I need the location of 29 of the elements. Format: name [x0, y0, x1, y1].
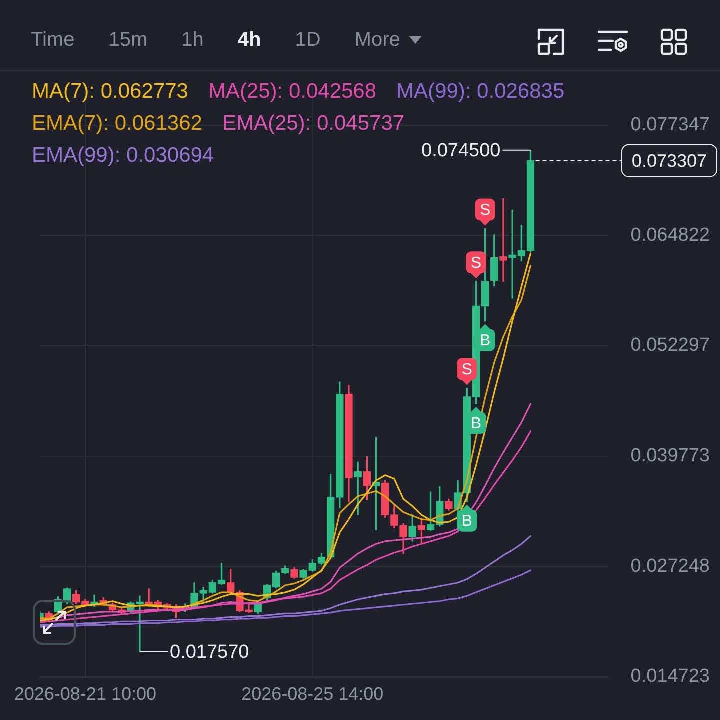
y-tick-label: 0.077347 — [630, 114, 710, 136]
annotation: 0.074500 — [422, 140, 501, 162]
x-tick-label: 2026-08-21 10:00 — [14, 684, 157, 704]
annotation: B — [470, 415, 482, 432]
annotation: B — [462, 513, 472, 530]
y-tick-label: 0.039773 — [630, 445, 710, 466]
annotation: 0.017570 — [170, 642, 250, 664]
ref-line-label: 0.073307 — [632, 150, 707, 171]
text: 1h — [182, 28, 204, 52]
text: MA(99): 0.026835 — [396, 79, 565, 105]
text: MA(7): 0.062773 — [32, 79, 188, 105]
annotation: S — [470, 255, 482, 272]
text: EMA(7): 0.061362 — [32, 111, 202, 137]
annotation: S — [462, 362, 472, 379]
text: Time — [31, 28, 75, 52]
annotation: B — [480, 332, 491, 350]
text: 4h — [238, 28, 262, 52]
text: EMA(25): 0.045737 — [222, 111, 405, 137]
annotation: S — [480, 202, 491, 220]
text: EMA(99): 0.030694 — [32, 143, 214, 169]
y-tick-label: 0.052297 — [630, 335, 710, 356]
y-tick-label: 0.027248 — [630, 556, 710, 577]
text: 1D — [295, 28, 321, 52]
x-tick-label: 2026-08-25 14:00 — [242, 684, 384, 704]
text: MA(25): 0.042568 — [208, 79, 377, 105]
text: 15m — [108, 28, 148, 52]
text: More — [354, 28, 402, 52]
y-tick-label: 0.064822 — [630, 224, 710, 246]
y-tick-label: 0.014723 — [630, 666, 710, 688]
